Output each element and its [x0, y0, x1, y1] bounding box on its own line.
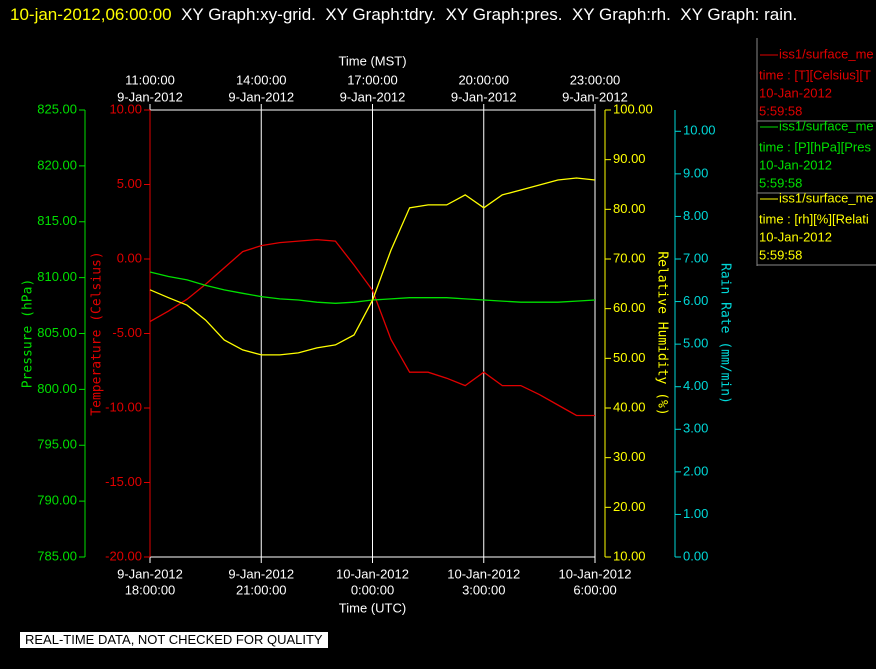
data-line	[149, 177, 596, 356]
x-tick-label: 10-Jan-2012	[559, 566, 632, 581]
legend-name: iss1/surface_me	[779, 190, 874, 205]
x2-tick-label: 11:00:00	[125, 72, 175, 87]
x-tick-label: 21:00:00	[236, 582, 287, 597]
x2-tick-label: 17:00:00	[347, 72, 398, 87]
y-tick-label: -5.00	[112, 325, 142, 340]
y-axis-title: Pressure (hPa)	[21, 279, 36, 389]
x-tick-label: 9-Jan-2012	[117, 566, 183, 581]
y-tick-label: 790.00	[37, 493, 77, 508]
x-tick-label: 10-Jan-2012	[336, 566, 409, 581]
y-tick-label: 10.00	[613, 548, 646, 563]
x2-tick-label: 20:00:00	[458, 72, 509, 87]
legend-text: time : [rh][%][Relati	[759, 211, 869, 226]
legend-text: 10-Jan-2012	[759, 229, 832, 244]
y-tick-label: 815.00	[37, 213, 77, 228]
y-tick-label: 4.00	[683, 378, 708, 393]
y-tick-label: 70.00	[613, 250, 646, 265]
y-tick-label: 10.00	[109, 101, 142, 116]
x2-tick-label: 14:00:00	[236, 72, 287, 87]
legend-text: 5:59:58	[759, 175, 802, 190]
y-tick-label: 820.00	[37, 157, 77, 172]
title-time: 10-jan-2012,06:00:00	[10, 5, 172, 24]
title: 10-jan-2012,06:00:00 XY Graph:xy-grid. X…	[10, 1, 850, 29]
y-tick-label: 5.00	[683, 336, 708, 351]
y-tick-label: 825.00	[37, 101, 77, 116]
x-axis-title: Time (UTC)	[339, 600, 406, 615]
y-tick-label: 810.00	[37, 269, 77, 284]
y-tick-label: 10.00	[683, 123, 716, 138]
y-tick-label: 7.00	[683, 250, 708, 265]
legend-text: 10-Jan-2012	[759, 85, 832, 100]
y-tick-label: 9.00	[683, 165, 708, 180]
x-tick-label: 3:00:00	[462, 582, 505, 597]
quality-note: REAL-TIME DATA, NOT CHECKED FOR QUALITY	[20, 632, 328, 648]
y-tick-label: 8.00	[683, 208, 708, 223]
y-tick-label: 40.00	[613, 399, 646, 414]
y-tick-label: 5.00	[117, 176, 142, 191]
x2-tick-label: 23:00:00	[570, 72, 621, 87]
y-tick-label: 6.00	[683, 293, 708, 308]
x2-tick-label: 9-Jan-2012	[562, 89, 628, 104]
x2-tick-label: 9-Jan-2012	[340, 89, 406, 104]
legend-text: 5:59:58	[759, 103, 802, 118]
y-tick-label: 100.00	[613, 101, 653, 116]
x-tick-label: 0:00:00	[351, 582, 394, 597]
y-tick-label: 60.00	[613, 300, 646, 315]
y-tick-label: 800.00	[37, 381, 77, 396]
y-tick-label: -10.00	[105, 399, 142, 414]
title-text: XY Graph:xy-grid. XY Graph:tdry. XY Grap…	[181, 5, 798, 24]
x-tick-label: 10-Jan-2012	[447, 566, 520, 581]
y-tick-label: 3.00	[683, 421, 708, 436]
legend-name: iss1/surface_me	[779, 118, 874, 133]
y-tick-label: 30.00	[613, 449, 646, 464]
legend-text: time : [P][hPa][Pres	[759, 139, 871, 154]
y-tick-label: 805.00	[37, 325, 77, 340]
x2-axis-title: Time (MST)	[338, 53, 406, 68]
x2-tick-label: 9-Jan-2012	[117, 89, 183, 104]
y-axis-title: Relative Humidity (%)	[655, 251, 670, 415]
y-tick-label: 785.00	[37, 548, 77, 563]
y-axis-title: Rain Rate (mm/min)	[718, 263, 733, 404]
x2-tick-label: 9-Jan-2012	[228, 89, 294, 104]
x-tick-label: 18:00:00	[125, 582, 176, 597]
y-tick-label: 795.00	[37, 437, 77, 452]
data-line	[149, 238, 595, 417]
y-tick-label: 2.00	[683, 463, 708, 478]
legend-text: 10-Jan-2012	[759, 157, 832, 172]
y-tick-label: 90.00	[613, 151, 646, 166]
x2-tick-label: 9-Jan-2012	[451, 89, 517, 104]
y-tick-label: 0.00	[117, 250, 142, 265]
y-tick-label: -15.00	[105, 474, 142, 489]
legend-name: iss1/surface_me	[779, 46, 874, 61]
x-tick-label: 9-Jan-2012	[228, 566, 294, 581]
y-axis-title: Temperature (Celsius)	[90, 251, 105, 415]
y-tick-label: -20.00	[105, 548, 142, 563]
y-tick-label: 20.00	[613, 499, 646, 514]
y-tick-label: 80.00	[613, 201, 646, 216]
legend-text: 5:59:58	[759, 247, 802, 262]
y-tick-label: 0.00	[683, 548, 708, 563]
y-tick-label: 1.00	[683, 506, 708, 521]
y-tick-label: 50.00	[613, 350, 646, 365]
x-tick-label: 6:00:00	[573, 582, 616, 597]
legend-text: time : [T][Celsius][T	[759, 67, 871, 82]
